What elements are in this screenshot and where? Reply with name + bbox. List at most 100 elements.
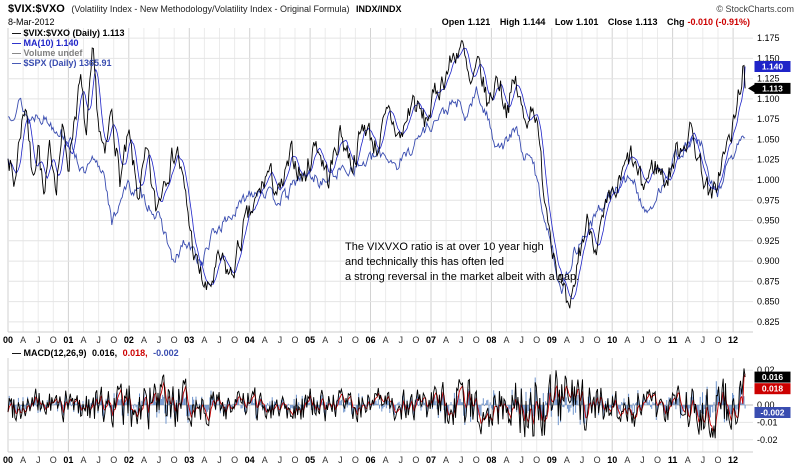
svg-text:-0.002: -0.002 [760,407,784,417]
svg-text:O: O [231,335,238,345]
svg-text:A: A [383,335,389,345]
svg-text:09: 09 [547,455,557,465]
svg-text:J: J [96,335,101,345]
close-label: Close [607,17,633,27]
svg-text:J: J [459,455,464,465]
svg-text:A: A [443,455,449,465]
svg-text:A: A [81,335,87,345]
svg-text:A: A [383,455,389,465]
svg-text:J: J [701,335,706,345]
legend-volume: — Volume undef [12,48,82,58]
svg-text:01: 01 [63,455,73,465]
annotation-line-3: a strong reversal in the market albeit w… [345,271,580,283]
svg-text:0.925: 0.925 [757,236,780,246]
svg-text:J: J [36,335,41,345]
svg-text:08: 08 [486,455,496,465]
main-x-axis-labels: 00 A J O 01 A J O 02 A J O 03 A J O 04 A J O 05 A J O 06 A J O 07 A J O… [3,335,738,345]
svg-text:O: O [171,335,178,345]
svg-text:J: J [36,455,41,465]
macd-axis-markers: 0.016 0.018 -0.002 [754,371,791,418]
svg-text:J: J [96,455,101,465]
svg-text:12: 12 [728,335,738,345]
svg-text:A: A [685,335,691,345]
symbol-label: $VIX:$VXO [8,3,65,15]
svg-text:J: J [217,455,222,465]
svg-text:O: O [473,335,480,345]
annotation-line-1: The VIXVXO ratio is at over 10 year high [345,241,544,253]
svg-text:02: 02 [124,455,134,465]
svg-text:J: J [398,455,403,465]
svg-text:1.075: 1.075 [757,114,780,124]
low-value: 1.101 [575,17,599,27]
legend-vix-vxo: — $VIX:$VXO (Daily) 1.113 [12,28,125,38]
svg-text:O: O [473,455,480,465]
svg-text:A: A [20,455,26,465]
svg-text:O: O [231,455,238,465]
svg-text:1.050: 1.050 [757,134,780,144]
svg-text:A: A [624,335,630,345]
svg-text:A: A [20,335,26,345]
svg-text:A: A [81,455,87,465]
close-value: 1.113 [635,17,658,27]
svg-text:O: O [291,335,298,345]
svg-text:A: A [141,455,147,465]
macd-value-2: 0.018, [122,348,148,358]
gridlines [7,28,753,453]
svg-text:1.125: 1.125 [757,74,780,84]
svg-text:J: J [157,335,162,345]
macd-value-1: 0.016, [92,348,118,358]
svg-text:00: 00 [3,455,13,465]
svg-text:07: 07 [426,335,436,345]
svg-text:0.900: 0.900 [757,256,780,266]
macd-value-3: -0.002 [153,348,179,358]
svg-text:1.113: 1.113 [762,83,783,93]
macd-x-axis-labels: 00 A J O 01 A J O 02 A J O 03 A J O 04 A J O 05 A J O 06 A J O 07 A J O… [3,455,738,465]
svg-text:A: A [443,335,449,345]
svg-text:O: O [352,455,359,465]
svg-text:J: J [580,335,585,345]
svg-text:O: O [594,455,601,465]
high-value: 1.144 [522,17,546,27]
svg-text:O: O [654,335,661,345]
svg-text:11: 11 [668,335,678,345]
svg-text:07: 07 [426,455,436,465]
svg-text:A: A [322,455,328,465]
annotation-line-2: and technically this has often led [345,256,504,268]
svg-text:J: J [217,335,222,345]
svg-text:O: O [533,455,540,465]
svg-text:J: J [338,455,343,465]
last-price-arrow-icon [748,84,755,93]
svg-text:J: J [278,335,283,345]
quote-line: Open 1.121 High 1.144 Low 1.101 Close 1.113 … [442,17,750,27]
high-label: High [499,17,520,27]
svg-text:O: O [714,335,721,345]
chg-label: Chg [666,17,685,27]
legend-vix-vxo-label: — $VIX:$VXO (Daily) 1.113 [12,28,125,38]
macd-legend: — MACD(12,26,9) 0.016, 0.018, -0.002 [12,348,182,358]
svg-text:A: A [322,335,328,345]
svg-text:10: 10 [607,455,617,465]
main-y-axis-labels: 1.175 1.150 1.125 1.100 1.075 1.050 1.025 1.000… [757,33,780,327]
svg-text:01: 01 [63,335,73,345]
svg-text:O: O [533,335,540,345]
svg-text:J: J [519,335,524,345]
svg-text:A: A [201,335,207,345]
svg-text:J: J [398,335,403,345]
macd-signal-line [7,373,746,433]
macd-line [7,368,746,439]
legend-spx-label: — $SPX (Daily) 1365.91 [12,58,112,68]
svg-text:A: A [564,455,570,465]
open-label: Open [441,17,465,27]
svg-text:10: 10 [607,335,617,345]
svg-text:1.175: 1.175 [757,33,780,43]
svg-text:0.825: 0.825 [757,317,780,327]
copyright-label: © StockCharts.com [716,4,794,14]
svg-text:1.150: 1.150 [757,53,780,63]
svg-text:04: 04 [245,455,255,465]
svg-text:0.850: 0.850 [757,297,780,307]
svg-text:0.00: 0.00 [757,400,775,410]
svg-text:A: A [201,455,207,465]
svg-text:A: A [624,455,630,465]
svg-text:A: A [564,335,570,345]
svg-text:0.975: 0.975 [757,195,780,205]
